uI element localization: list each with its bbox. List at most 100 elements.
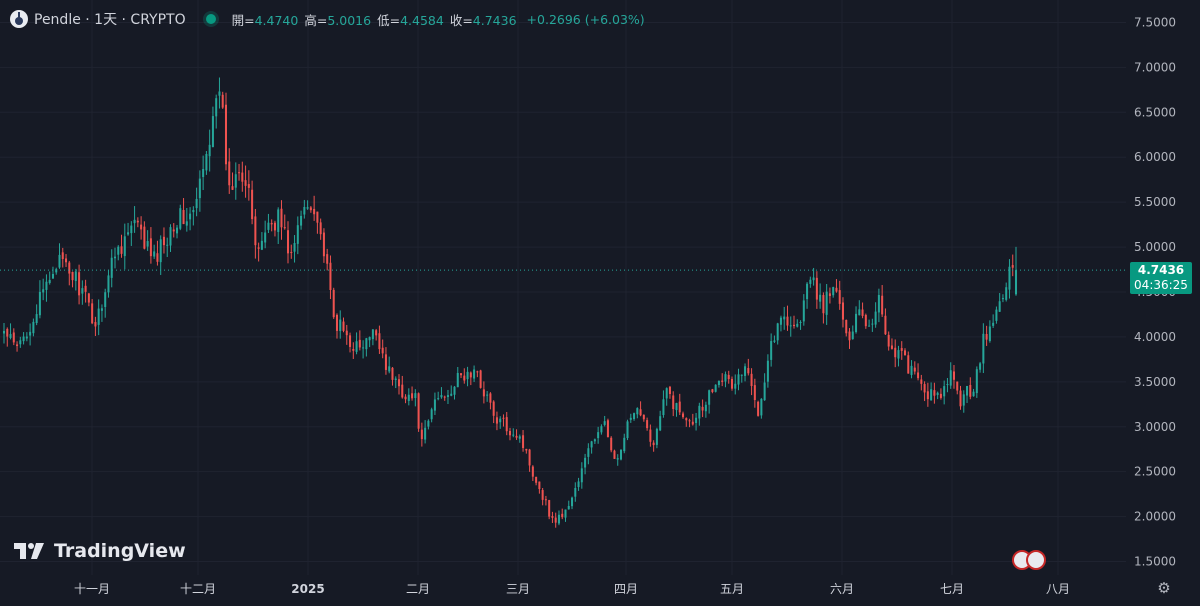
symbol-title[interactable]: Pendle · 1天 · CRYPTO	[34, 12, 186, 28]
candle-body	[786, 316, 789, 326]
candle-body	[264, 232, 267, 243]
y-tick-label: 3.0000	[1134, 420, 1176, 434]
candle-body	[910, 365, 913, 375]
candle-body	[306, 207, 309, 209]
candle-body	[247, 184, 250, 188]
candle-body	[943, 386, 946, 397]
x-tick-label: 六月	[830, 582, 854, 596]
candle-body	[270, 222, 273, 225]
pendle-logo-icon	[10, 10, 28, 28]
candle-body	[577, 481, 580, 488]
candle-body	[91, 303, 94, 324]
candle-body	[172, 229, 175, 232]
candle-body	[381, 347, 384, 354]
y-tick-label: 3.5000	[1134, 375, 1176, 389]
candle-body	[241, 172, 244, 182]
candle-body	[623, 437, 626, 452]
candle-body	[492, 401, 495, 416]
candle-body	[639, 409, 642, 416]
candle-body	[476, 371, 479, 373]
candle-body	[394, 378, 397, 381]
candle-body	[874, 311, 877, 325]
candle-body	[495, 417, 498, 424]
candle-body	[332, 289, 335, 318]
candle-body	[783, 316, 786, 320]
candle-body	[528, 449, 531, 466]
candle-body	[277, 209, 280, 232]
candle-body	[68, 262, 71, 274]
candle-body	[887, 334, 890, 347]
candle-body	[78, 272, 81, 296]
candle-body	[469, 372, 472, 378]
settings-icon[interactable]: ⚙	[1157, 579, 1171, 597]
candle-body	[378, 333, 381, 350]
candle-body	[215, 98, 218, 117]
candle-body	[652, 442, 655, 446]
candle-body	[486, 394, 489, 396]
candle-body	[789, 325, 792, 327]
candle-body	[51, 273, 54, 279]
candle-body	[734, 383, 737, 389]
candle-body	[662, 399, 665, 416]
candle-body	[335, 314, 338, 331]
candle-body	[737, 374, 740, 385]
market-status-icon[interactable]	[205, 14, 216, 24]
candle-body	[587, 448, 590, 457]
candle-body	[433, 399, 436, 411]
x-tick-label: 二月	[406, 582, 430, 596]
candle-body	[316, 211, 319, 223]
candle-body	[832, 287, 835, 296]
candle-body	[140, 224, 143, 230]
candle-body	[740, 374, 743, 376]
candle-body	[260, 240, 263, 250]
candle-body	[407, 394, 410, 401]
candle-body	[384, 354, 387, 370]
candle-body	[349, 335, 352, 347]
candle-body	[104, 292, 107, 307]
candle-body	[894, 347, 897, 358]
candle-body	[221, 94, 224, 108]
candle-body	[675, 403, 678, 411]
candle-body	[571, 497, 574, 507]
candle-body	[606, 420, 609, 438]
candle-body	[701, 406, 704, 411]
candle-body	[946, 384, 949, 386]
candle-body	[877, 294, 880, 313]
candle-body	[766, 360, 769, 382]
candle-body	[985, 334, 988, 340]
candle-body	[303, 206, 306, 215]
candle-body	[29, 331, 32, 336]
candle-body	[655, 428, 658, 445]
candle-body	[368, 337, 371, 341]
high-value: 5.0016	[327, 12, 372, 28]
candle-body	[600, 426, 603, 433]
candle-body	[544, 499, 547, 501]
candle-body	[923, 384, 926, 393]
candle-body	[244, 180, 247, 186]
candle-body	[371, 329, 374, 340]
candle-body	[156, 253, 159, 262]
candle-body	[71, 271, 74, 281]
candle-body	[499, 418, 502, 423]
candle-body	[881, 295, 884, 315]
candle-body	[313, 208, 316, 215]
candle-body	[672, 395, 675, 410]
candle-body	[1014, 270, 1018, 295]
candle-body	[730, 378, 733, 389]
candle-body	[296, 225, 299, 244]
flag-icons[interactable]	[1010, 550, 1046, 570]
flag-icon	[1026, 550, 1046, 570]
candle-body	[512, 434, 515, 436]
candle-body	[211, 116, 214, 148]
candle-body	[19, 340, 22, 345]
candle-body	[779, 317, 782, 325]
candle-body	[198, 178, 201, 199]
candles	[2, 77, 1018, 528]
candle-body	[489, 393, 492, 403]
last-price-tag[interactable]: 4.7436 04:36:25	[1130, 262, 1192, 294]
tradingview-logo[interactable]: TradingView	[14, 540, 186, 562]
candle-body	[401, 384, 404, 398]
candle-body	[404, 396, 407, 400]
candle-body	[525, 448, 528, 451]
